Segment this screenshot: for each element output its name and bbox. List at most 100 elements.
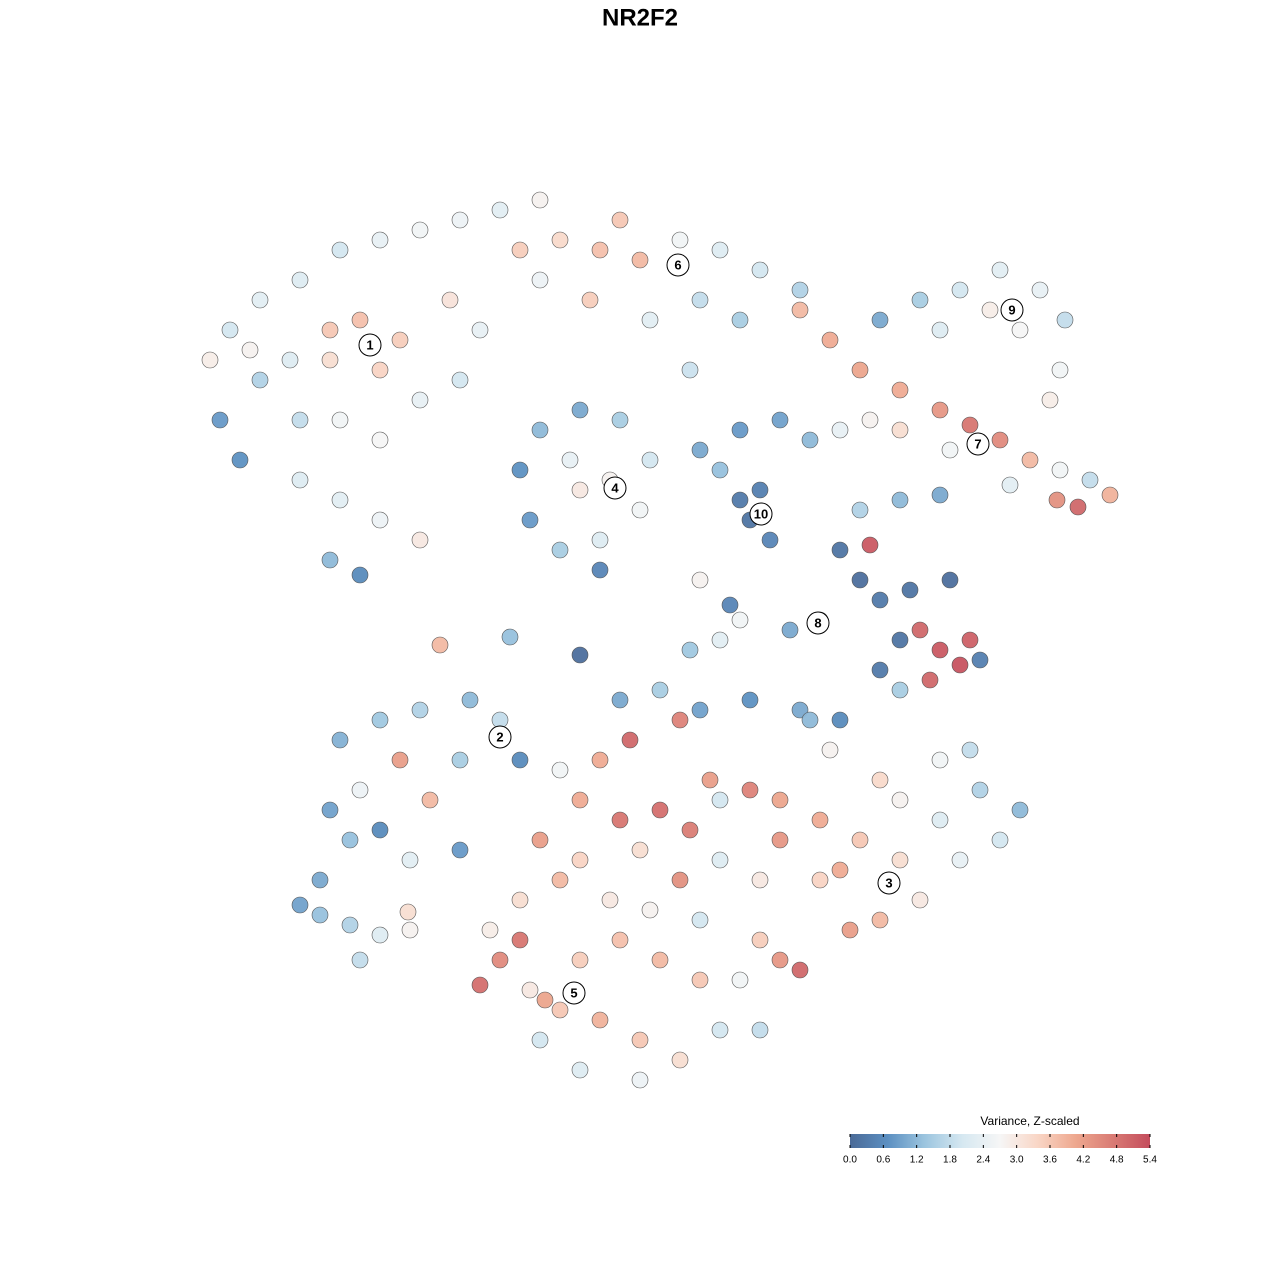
cluster-label: 5 xyxy=(570,985,577,1000)
point xyxy=(536,991,554,1009)
point xyxy=(991,831,1009,849)
point xyxy=(531,271,549,289)
point xyxy=(831,711,849,729)
point xyxy=(1011,321,1029,339)
colorbar-tick-label: 4.2 xyxy=(1076,1155,1090,1166)
point xyxy=(641,901,659,919)
colorbar-tick-label: 1.8 xyxy=(943,1155,957,1166)
point xyxy=(601,891,619,909)
point xyxy=(931,401,949,419)
point xyxy=(511,931,529,949)
point xyxy=(691,911,709,929)
point xyxy=(701,771,719,789)
point xyxy=(831,861,849,879)
point xyxy=(651,951,669,969)
point xyxy=(321,551,339,569)
cluster-marker xyxy=(666,253,690,277)
point xyxy=(291,471,309,489)
point xyxy=(411,221,429,239)
point xyxy=(251,291,269,309)
point xyxy=(891,631,909,649)
point xyxy=(691,291,709,309)
point xyxy=(591,241,609,259)
point xyxy=(611,691,629,709)
chart-title: NR2F2 xyxy=(602,4,678,31)
point xyxy=(931,751,949,769)
cluster-label: 4 xyxy=(611,480,619,495)
point xyxy=(491,201,509,219)
point xyxy=(371,231,389,249)
point xyxy=(431,636,449,654)
point xyxy=(731,491,749,509)
point xyxy=(711,851,729,869)
cluster-marker xyxy=(966,432,990,456)
point xyxy=(861,411,879,429)
point xyxy=(801,431,819,449)
point xyxy=(1048,491,1066,509)
point xyxy=(401,921,419,939)
point xyxy=(791,701,809,719)
cluster-label: 8 xyxy=(814,615,821,630)
point xyxy=(731,971,749,989)
point xyxy=(401,851,419,869)
point xyxy=(951,281,969,299)
point xyxy=(811,811,829,829)
cluster-marker xyxy=(1000,298,1024,322)
colorbar xyxy=(850,1134,1150,1148)
point xyxy=(511,241,529,259)
point xyxy=(451,751,469,769)
point xyxy=(681,641,699,659)
point xyxy=(521,511,539,529)
point xyxy=(211,411,229,429)
point xyxy=(951,851,969,869)
point xyxy=(711,791,729,809)
point xyxy=(591,561,609,579)
point xyxy=(561,451,579,469)
colorbar-tick-label: 5.4 xyxy=(1143,1155,1157,1166)
point xyxy=(1081,471,1099,489)
point xyxy=(491,951,509,969)
point xyxy=(1001,476,1019,494)
point xyxy=(391,751,409,769)
point xyxy=(931,486,949,504)
points xyxy=(201,191,1119,1089)
point xyxy=(1021,451,1039,469)
point xyxy=(531,1031,549,1049)
point xyxy=(311,906,329,924)
point xyxy=(751,871,769,889)
point xyxy=(941,441,959,459)
point xyxy=(991,431,1009,449)
point xyxy=(1069,498,1087,516)
point xyxy=(421,791,439,809)
point xyxy=(831,421,849,439)
point xyxy=(371,511,389,529)
point xyxy=(411,531,429,549)
point xyxy=(821,331,839,349)
point xyxy=(781,621,799,639)
point xyxy=(771,791,789,809)
point xyxy=(231,451,249,469)
point xyxy=(551,231,569,249)
point xyxy=(451,371,469,389)
point xyxy=(551,871,569,889)
cluster-label: 1 xyxy=(366,337,373,352)
point xyxy=(571,851,589,869)
point xyxy=(201,351,219,369)
point xyxy=(691,571,709,589)
point xyxy=(941,571,959,589)
point xyxy=(291,411,309,429)
point xyxy=(611,811,629,829)
point xyxy=(731,611,749,629)
point xyxy=(991,261,1009,279)
point xyxy=(901,581,919,599)
point xyxy=(771,951,789,969)
point xyxy=(521,981,539,999)
point xyxy=(331,731,349,749)
point xyxy=(411,391,429,409)
point xyxy=(751,261,769,279)
cluster-marker xyxy=(877,871,901,895)
point xyxy=(761,531,779,549)
point xyxy=(481,921,499,939)
